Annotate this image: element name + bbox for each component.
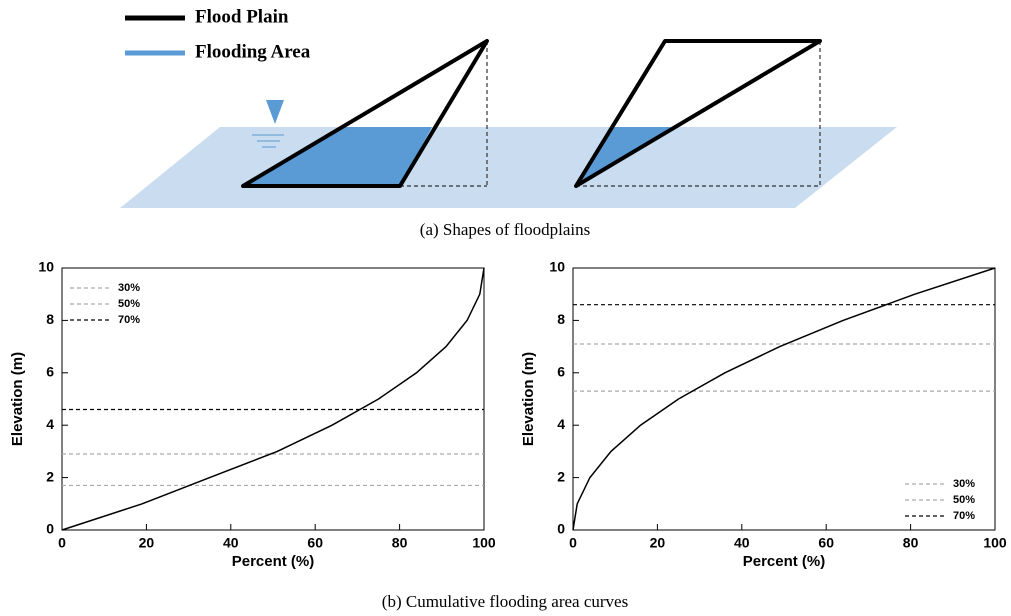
legend-label: Flooding Area <box>195 41 311 62</box>
x-tick-label: 40 <box>734 535 750 551</box>
legend-label: 50% <box>953 494 975 506</box>
x-tick-label: 20 <box>650 535 666 551</box>
plot-frame <box>573 268 995 530</box>
water-plane <box>120 127 897 208</box>
y-tick-label: 8 <box>46 311 54 327</box>
x-axis-label: Percent (%) <box>232 553 315 570</box>
y-axis-label: Elevation (m) <box>9 352 26 446</box>
caption: (b) Cumulative flooding area curves <box>382 592 628 611</box>
y-tick-label: 6 <box>46 364 54 380</box>
diagram <box>120 41 897 208</box>
figure: (a) Shapes of floodplains (b) Cumulative… <box>0 0 1011 616</box>
legend-label: 30% <box>953 478 975 490</box>
legend-label: 30% <box>118 282 140 294</box>
y-tick-label: 8 <box>557 311 565 327</box>
x-axis-label: Percent (%) <box>743 553 826 570</box>
legend-label: 70% <box>953 510 975 522</box>
x-tick-label: 100 <box>472 535 496 551</box>
caption: (a) Shapes of floodplains <box>420 220 590 239</box>
x-tick-label: 100 <box>983 535 1007 551</box>
y-axis-label: Elevation (m) <box>520 352 537 446</box>
x-tick-label: 80 <box>392 535 408 551</box>
y-tick-label: 10 <box>549 259 565 275</box>
x-tick-label: 20 <box>139 535 155 551</box>
x-tick-label: 80 <box>903 535 919 551</box>
x-tick-label: 60 <box>307 535 323 551</box>
y-tick-label: 10 <box>38 259 54 275</box>
x-tick-label: 0 <box>58 535 66 551</box>
water-symbol <box>266 100 284 124</box>
y-tick-label: 0 <box>557 521 565 537</box>
legend-label: 70% <box>118 314 140 326</box>
legend-label: Flood Plain <box>195 6 289 27</box>
x-tick-label: 40 <box>223 535 239 551</box>
data-line <box>573 268 995 530</box>
y-tick-label: 0 <box>46 521 54 537</box>
y-tick-label: 4 <box>557 416 565 432</box>
legend-label: 50% <box>118 298 140 310</box>
x-tick-label: 60 <box>818 535 834 551</box>
y-tick-label: 2 <box>557 468 565 484</box>
y-tick-label: 2 <box>46 468 54 484</box>
y-tick-label: 6 <box>557 364 565 380</box>
y-tick-label: 4 <box>46 416 54 432</box>
x-tick-label: 0 <box>569 535 577 551</box>
